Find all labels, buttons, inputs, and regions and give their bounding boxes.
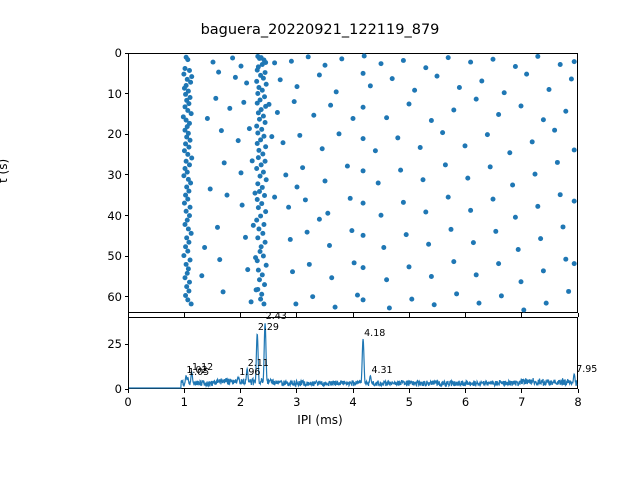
peak-label: 1.96 (239, 367, 261, 379)
scatter-y-tick (124, 52, 128, 54)
scatter-y-tick (124, 255, 128, 257)
histogram-y-tick-label: 25 (107, 337, 122, 351)
scatter-x-tick (577, 313, 579, 317)
scatter-points-layer (180, 53, 577, 313)
scatter-y-tick (124, 296, 128, 298)
peak-label: 4.18 (364, 327, 386, 339)
peak-label: 1.05 (188, 367, 210, 379)
scatter-y-tick (124, 93, 128, 95)
scatter-x-tick (465, 313, 467, 317)
histogram-x-tick-label: 1 (180, 395, 188, 409)
scatter-x-tick (352, 313, 354, 317)
scatter-plot-panel (128, 53, 578, 313)
histogram-x-tick (127, 389, 129, 393)
scatter-y-tick (124, 174, 128, 176)
histogram-x-tick (521, 389, 523, 393)
histogram-x-tick-label: 2 (236, 395, 245, 409)
histogram-panel (128, 317, 578, 389)
page-title: baguera_20220921_122119_879 (200, 22, 440, 38)
scatter-y-tick-label: 20 (107, 127, 122, 142)
peak-label: 2.29 (257, 322, 279, 334)
histogram-x-tick-label: 5 (405, 395, 413, 409)
scatter-y-tick-label: 30 (107, 167, 122, 182)
peak-label: 2.43 (265, 311, 287, 323)
histogram-y-tick (124, 388, 128, 390)
peak-label: 4.31 (371, 365, 393, 377)
histogram-x-tick (577, 389, 579, 393)
histogram-x-tick (240, 389, 242, 393)
histogram-x-tick-label: 6 (461, 395, 470, 409)
histogram-y-tick-label: 0 (114, 382, 122, 396)
peak-label: 1.12 (192, 361, 214, 373)
histogram-x-tick (183, 389, 185, 393)
scatter-y-tick-label: 60 (107, 289, 122, 304)
histogram-x-axis-label: IPI (ms) (297, 413, 343, 427)
histogram-x-tick-label: 4 (349, 395, 357, 409)
scatter-x-tick (240, 313, 242, 317)
scatter-y-tick-label: 10 (107, 86, 122, 101)
scatter-x-tick (408, 313, 410, 317)
histogram-x-tick (408, 389, 410, 393)
peak-label: 2.11 (247, 358, 269, 370)
scatter-y-tick (124, 215, 128, 217)
histogram-x-tick-label: 0 (124, 395, 132, 409)
histogram-x-tick-label: 3 (293, 395, 301, 409)
scatter-x-tick (521, 313, 523, 317)
histogram-x-tick-label: 7 (518, 395, 526, 409)
scatter-x-tick (127, 313, 129, 317)
scatter-y-tick-label: 50 (107, 249, 122, 264)
peak-label: 7.95 (576, 363, 598, 375)
scatter-y-tick-label: 40 (107, 208, 122, 223)
scatter-y-tick-label: 0 (114, 46, 122, 60)
scatter-y-axis-label: t (s) (0, 158, 10, 183)
scatter-y-tick (124, 133, 128, 135)
histogram-x-tick (352, 389, 354, 393)
histogram-x-tick-label: 8 (574, 395, 582, 409)
histogram-trace-layer (129, 318, 577, 388)
scatter-x-tick (183, 313, 185, 317)
peak-label: 1.02 (186, 365, 208, 377)
histogram-x-tick (465, 389, 467, 393)
histogram-x-tick (296, 389, 298, 393)
histogram-y-tick (124, 343, 128, 345)
scatter-x-tick (296, 313, 298, 317)
